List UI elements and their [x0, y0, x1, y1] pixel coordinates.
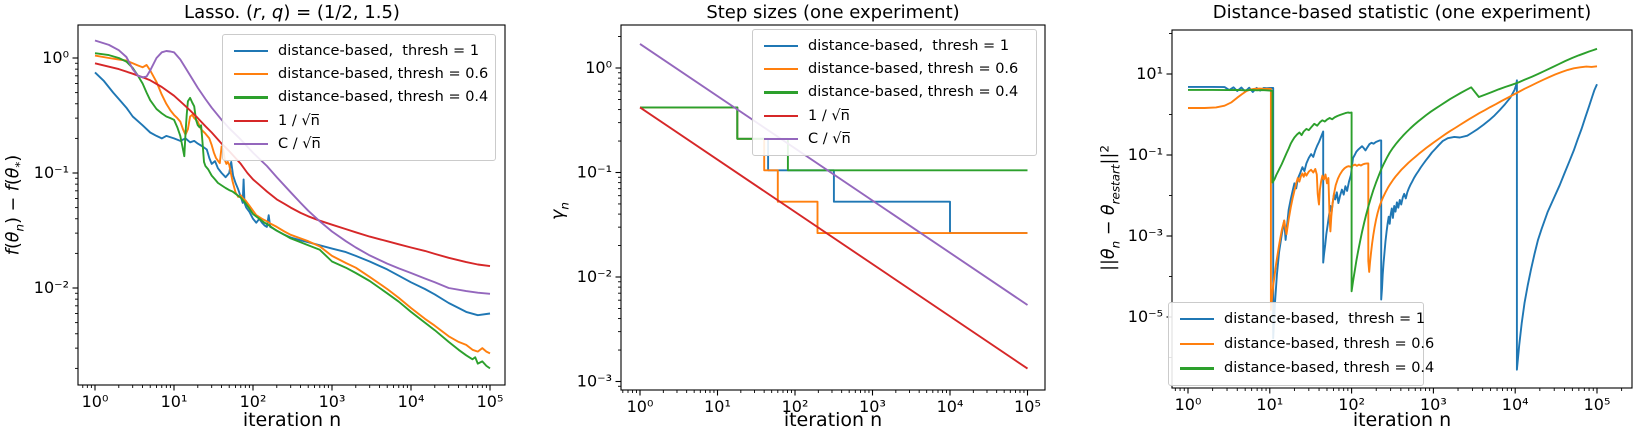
legend-item-label: distance-based, thresh = 0.6	[278, 66, 489, 83]
series-1-n	[639, 106, 1029, 370]
legend-item: 1 / √n̅	[232, 109, 486, 132]
series-distance-based-thresh-1	[94, 71, 491, 317]
legend-line-swatch	[234, 119, 268, 122]
x-tick-label: 10⁰	[82, 392, 109, 411]
series-distance-based-thresh-0.6	[94, 54, 491, 355]
legend-item-label: 1 / √n̅	[808, 107, 850, 124]
y-tick-label: 10⁻⁵	[1128, 307, 1163, 326]
x-tick-label: 10⁰	[627, 397, 654, 416]
y-tick-label: 10⁻²	[34, 278, 69, 297]
x-tick-label: 10³	[319, 392, 346, 411]
legend-item: C / √n̅	[762, 128, 1027, 151]
x-tick-label: 10¹	[1256, 395, 1283, 414]
x-tick-label: 10⁵	[1584, 395, 1611, 414]
legend-item-label: distance-based, thresh = 0.4	[1224, 360, 1435, 377]
legend-item: C / √n̅	[232, 133, 486, 156]
legend-line-swatch	[234, 72, 268, 76]
plot3-yaxis-label: ||θn − θrestart||2	[1097, 145, 1123, 271]
plot2-xaxis-label: iteration n	[783, 409, 883, 431]
x-tick-label: 10³	[1420, 395, 1447, 414]
y-tick-label: 10⁰	[42, 48, 69, 67]
series-distance-based-thresh-0.6	[1188, 65, 1598, 311]
plot2-title: Step sizes (one experiment)	[706, 2, 960, 23]
legend-line-swatch	[764, 91, 798, 94]
legend-item: distance-based, thresh = 1	[762, 34, 1027, 57]
series-distance-based-thresh-1	[1188, 79, 1598, 371]
y-tick-label: 10⁻³	[577, 372, 612, 391]
series-1-n	[94, 62, 491, 268]
legend-item: distance-based, thresh = 0.6	[762, 57, 1027, 80]
legend-line-swatch	[764, 114, 798, 117]
series-distance-based-thresh-0.4	[94, 52, 491, 370]
plot3-frame	[1171, 29, 1633, 389]
legend-line-swatch	[234, 143, 268, 146]
legend-line-swatch	[1180, 318, 1214, 321]
plot2-yaxis-label: γn	[548, 202, 572, 220]
legend-item: distance-based, thresh = 0.6	[1178, 332, 1434, 357]
x-tick-label: 10³	[859, 397, 886, 416]
legend-item-label: distance-based, thresh = 0.4	[808, 84, 1019, 101]
legend-item-label: distance-based, thresh = 1	[1224, 311, 1426, 328]
y-tick-label: 10⁻¹	[577, 163, 612, 182]
plot2-frame	[620, 24, 1046, 391]
plot3-legend: distance-based, thresh = 1 distance-base…	[1168, 302, 1434, 386]
series-distance-based-thresh-0.4	[1188, 47, 1598, 293]
legend-line-swatch	[1180, 367, 1214, 370]
y-tick-label: 10⁻³	[1128, 226, 1163, 245]
y-tick-label: 10⁻¹	[34, 163, 69, 182]
legend-item-label: C / √n̅	[808, 131, 851, 148]
x-tick-label: 10⁴	[398, 392, 425, 411]
legend-line-swatch	[234, 49, 268, 52]
series-c-n	[639, 43, 1029, 306]
x-tick-label: 10¹	[704, 397, 731, 416]
plot3-title: Distance-based statistic (one experiment…	[1212, 2, 1592, 23]
legend-line-swatch	[1180, 342, 1214, 345]
plot1-frame	[77, 24, 506, 386]
legend-item: distance-based, thresh = 0.4	[1178, 356, 1434, 381]
legend-item: distance-based, thresh = 0.4	[232, 86, 489, 109]
legend-item-label: distance-based, thresh = 0.6	[1224, 335, 1435, 352]
legend-line-swatch	[764, 67, 798, 71]
legend-item-label: distance-based, thresh = 1	[808, 37, 1010, 54]
legend-item-label: distance-based, thresh = 0.6	[808, 61, 1019, 78]
y-tick-label: 10⁻²	[577, 267, 612, 286]
plot2-legend: distance-based, thresh = 1 distance-base…	[752, 29, 1037, 156]
plot3-xaxis-label: iteration n	[1352, 409, 1452, 431]
legend-item-label: distance-based, thresh = 0.4	[278, 89, 489, 106]
x-tick-label: 10²	[1338, 395, 1365, 414]
plot1-yaxis-label: f(θn) − f(θ*)	[3, 154, 27, 256]
legend-line-swatch	[764, 138, 798, 141]
legend-item: distance-based, thresh = 1	[232, 39, 486, 62]
y-tick-label: 10⁰	[585, 58, 612, 77]
x-tick-label: 10²	[782, 397, 809, 416]
legend-item: distance-based, thresh = 0.4	[762, 81, 1027, 104]
legend-line-swatch	[234, 96, 268, 99]
legend-item: distance-based, thresh = 0.6	[232, 62, 489, 85]
plot1-xaxis-label: iteration n	[242, 409, 342, 431]
x-tick-label: 10²	[240, 392, 267, 411]
x-tick-label: 10⁵	[477, 392, 504, 411]
x-tick-label: 10⁴	[1502, 395, 1529, 414]
y-tick-label: 10¹	[1136, 64, 1163, 83]
x-tick-label: 10⁰	[1175, 395, 1202, 414]
x-tick-label: 10⁴	[937, 397, 964, 416]
legend-item-label: 1 / √n̅	[278, 112, 320, 129]
legend-item-label: distance-based, thresh = 1	[278, 42, 480, 59]
plot1-legend: distance-based, thresh = 1 distance-base…	[222, 34, 496, 161]
x-tick-label: 10¹	[161, 392, 188, 411]
x-tick-label: 10⁵	[1014, 397, 1041, 416]
plot1-title: Lasso. (r, q) = (1/2, 1.5)	[184, 2, 400, 23]
legend-line-swatch	[764, 44, 798, 47]
legend-item: distance-based, thresh = 1	[1178, 307, 1425, 332]
y-tick-label: 10⁻¹	[1128, 145, 1163, 164]
legend-item-label: C / √n̅	[278, 136, 321, 153]
legend-item: 1 / √n̅	[762, 104, 1027, 127]
